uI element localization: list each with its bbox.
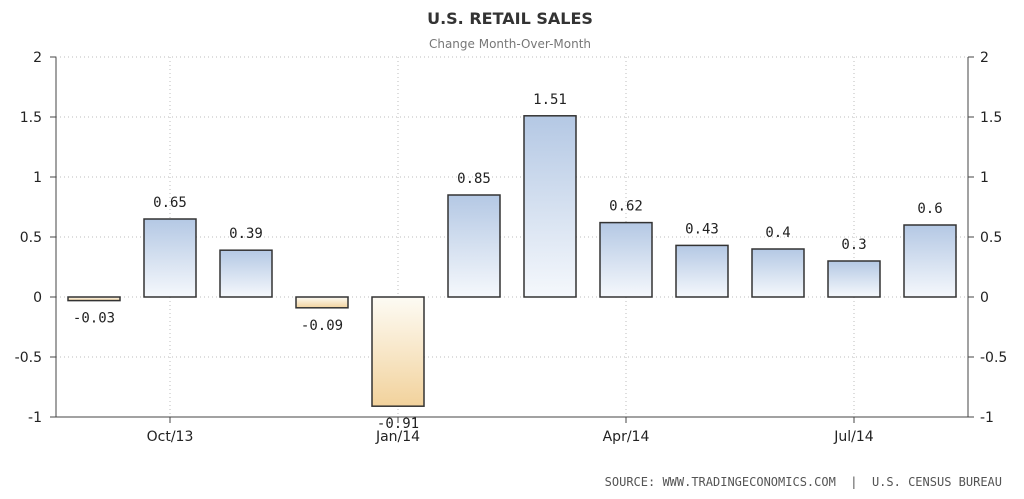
data-label: 0.39 <box>229 226 263 242</box>
data-label: 0.62 <box>609 199 643 215</box>
y-tick-label-left: 0 <box>33 290 42 306</box>
y-tick-label-right: -1 <box>980 410 994 426</box>
source-note: SOURCE: WWW.TRADINGECONOMICS.COM | U.S. … <box>605 475 1002 489</box>
data-label: 0.3 <box>841 237 866 253</box>
chart-subtitle: Change Month-Over-Month <box>429 37 591 51</box>
y-tick-label-left: -0.5 <box>15 350 42 366</box>
bar <box>599 221 653 298</box>
bar <box>523 115 577 298</box>
bar <box>827 260 881 298</box>
data-label: -0.03 <box>73 311 115 327</box>
y-tick-label-left: 2 <box>33 50 42 66</box>
chart-title: U.S. RETAIL SALES <box>427 9 593 28</box>
bar <box>295 296 349 309</box>
data-label: -0.91 <box>377 416 419 432</box>
bar <box>447 194 501 298</box>
x-tick-label: Jul/14 <box>833 429 874 445</box>
bar <box>751 248 805 298</box>
y-tick-label-left: 1 <box>33 170 42 186</box>
bar <box>219 249 273 298</box>
y-tick-label-right: 0 <box>980 290 989 306</box>
bar <box>675 244 729 298</box>
y-tick-label-right: -0.5 <box>980 350 1007 366</box>
y-tick-label-left: -1 <box>28 410 42 426</box>
data-label: 0.65 <box>153 195 187 211</box>
data-label: 0.43 <box>685 221 719 237</box>
bar <box>371 296 425 407</box>
x-tick-label: Oct/13 <box>147 429 194 445</box>
bars <box>67 115 957 407</box>
data-label: 0.85 <box>457 171 491 187</box>
y-tick-label-right: 0.5 <box>980 230 1002 246</box>
data-label: -0.09 <box>301 318 343 334</box>
x-tick-label: Apr/14 <box>603 429 650 445</box>
x-tick-label: Jan/14 <box>375 429 420 445</box>
bar <box>67 296 121 302</box>
bar <box>143 218 197 298</box>
data-label: 1.51 <box>533 92 567 108</box>
y-tick-label-right: 2 <box>980 50 989 66</box>
y-tick-label-left: 1.5 <box>20 110 42 126</box>
axes <box>50 56 974 423</box>
y-tick-label-right: 1 <box>980 170 989 186</box>
y-tick-label-left: 0.5 <box>20 230 42 246</box>
data-label: 0.4 <box>765 225 790 241</box>
data-label: 0.6 <box>917 201 942 217</box>
y-tick-label-right: 1.5 <box>980 110 1002 126</box>
data-labels: -0.03 0.65 0.39 -0.09 -0.91 0.85 1.51 0.62 0.43 0… <box>73 92 943 432</box>
bar <box>903 224 957 298</box>
